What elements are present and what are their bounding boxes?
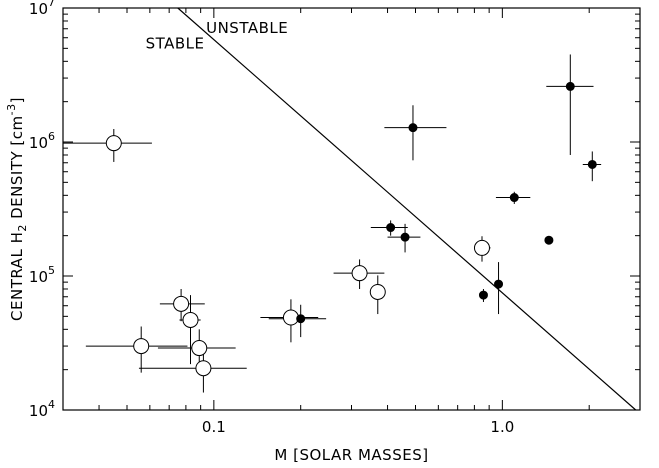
data-point-filled — [587, 159, 597, 169]
x-tick-label: 1.0 — [490, 418, 514, 436]
region-label: STABLE — [146, 34, 205, 52]
y-tick-label: 107 — [29, 0, 55, 18]
x-tick-label: 0.1 — [202, 418, 226, 436]
y-axis-label: CENTRAL H2 DENSITY [cm-3] — [5, 97, 29, 321]
data-point-filled — [408, 123, 418, 133]
y-tick-label: 106 — [29, 130, 55, 152]
data-point-open — [473, 239, 490, 256]
data-point-open — [369, 283, 386, 300]
plot-frame — [62, 7, 641, 411]
data-point-open — [173, 295, 190, 312]
stability-line — [177, 7, 637, 411]
data-point-filled — [509, 193, 519, 203]
region-label: UNSTABLE — [206, 19, 288, 37]
data-point-open — [195, 360, 212, 377]
data-point-open — [351, 265, 368, 282]
data-point-filled — [494, 279, 504, 289]
data-point-filled — [386, 223, 396, 233]
data-point-open — [182, 311, 199, 328]
y-tick-label: 105 — [29, 264, 55, 286]
data-point-open — [191, 340, 208, 357]
data-point-filled — [478, 290, 488, 300]
data-point-open — [282, 309, 299, 326]
data-point-filled — [400, 232, 410, 242]
y-tick-label: 104 — [29, 398, 55, 420]
data-point-open — [105, 135, 122, 152]
data-point-open — [133, 338, 150, 355]
data-point-filled — [296, 314, 306, 324]
data-point-filled — [544, 235, 554, 245]
x-axis-label: M [SOLAR MASSES] — [274, 446, 428, 464]
data-point-filled — [565, 81, 575, 91]
